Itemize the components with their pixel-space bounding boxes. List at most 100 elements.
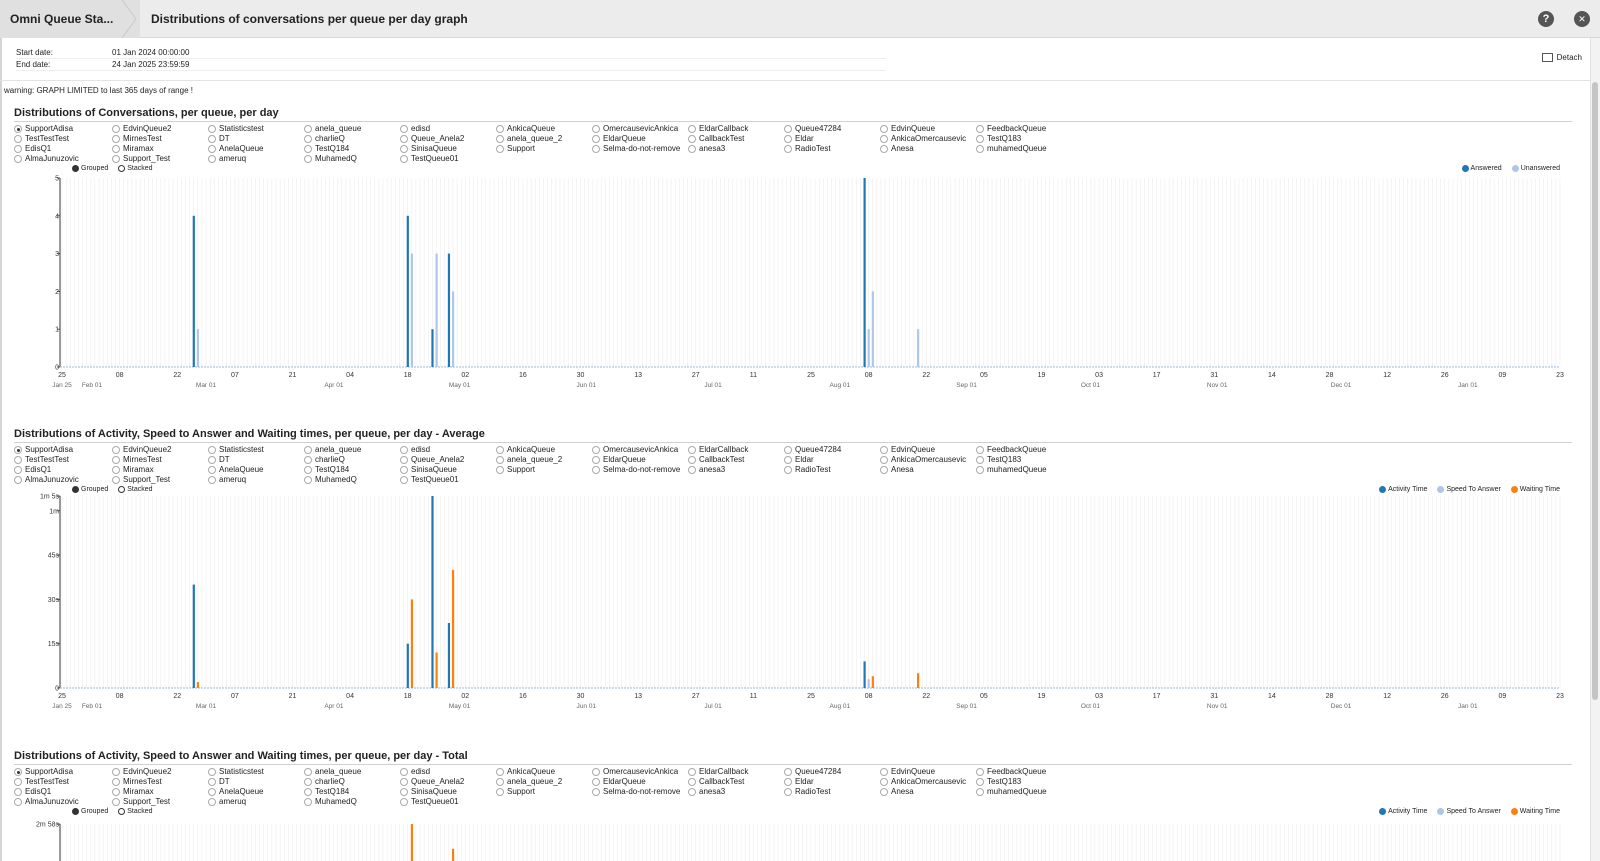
queue-option[interactable]: Queue47284 [784, 767, 841, 777]
queue-option[interactable]: AnkicaOmercausevic [880, 455, 966, 465]
radio-icon[interactable] [112, 788, 120, 796]
radio-icon[interactable] [976, 125, 984, 133]
queue-option[interactable]: DT [208, 134, 230, 144]
radio-icon[interactable] [496, 466, 504, 474]
radio-icon[interactable] [112, 768, 120, 776]
queue-option[interactable]: ameruq [208, 797, 246, 807]
queue-option[interactable]: EldarCallback [688, 767, 748, 777]
queue-option[interactable]: AlmaJunuzovic [14, 797, 79, 807]
queue-option[interactable]: FeedbackQueue [976, 124, 1046, 134]
radio-icon[interactable] [592, 768, 600, 776]
radio-icon[interactable] [592, 446, 600, 454]
radio-icon[interactable] [400, 788, 408, 796]
queue-option[interactable]: TestQ183 [976, 134, 1021, 144]
queue-option[interactable]: MuhamedQ [304, 475, 357, 485]
queue-option[interactable]: charlieQ [304, 455, 345, 465]
radio-icon[interactable] [976, 778, 984, 786]
radio-icon[interactable] [784, 135, 792, 143]
queue-option[interactable]: EdisQ1 [14, 787, 51, 797]
queue-option[interactable]: RadioTest [784, 144, 831, 154]
radio-icon[interactable] [880, 768, 888, 776]
radio-icon[interactable] [688, 456, 696, 464]
queue-option[interactable]: TestQ184 [304, 465, 349, 475]
queue-option[interactable]: EdvinQueue [880, 445, 935, 455]
radio-icon[interactable] [976, 135, 984, 143]
queue-option[interactable]: Queue47284 [784, 445, 841, 455]
queue-option[interactable]: FeedbackQueue [976, 445, 1046, 455]
queue-option[interactable]: AnelaQueue [208, 465, 263, 475]
radio-icon[interactable] [400, 135, 408, 143]
queue-option[interactable]: SinisaQueue [400, 465, 457, 475]
queue-option[interactable]: TestQueue01 [400, 154, 459, 164]
radio-icon[interactable] [304, 155, 312, 163]
radio-icon[interactable] [208, 155, 216, 163]
radio-icon[interactable] [592, 788, 600, 796]
radio-icon[interactable] [592, 125, 600, 133]
queue-option[interactable]: Support_Test [112, 797, 170, 807]
queue-option[interactable]: SupportAdisa [14, 445, 73, 455]
queue-option[interactable]: SinisaQueue [400, 144, 457, 154]
radio-icon[interactable] [112, 778, 120, 786]
queue-option[interactable]: AlmaJunuzovic [14, 154, 79, 164]
queue-option[interactable]: OmercausevicAnkica [592, 767, 678, 777]
radio-icon[interactable] [208, 145, 216, 153]
radio-icon[interactable] [400, 456, 408, 464]
radio-icon[interactable] [112, 135, 120, 143]
queue-option[interactable]: anesa3 [688, 144, 725, 154]
radio-icon[interactable] [208, 788, 216, 796]
radio-icon[interactable] [304, 778, 312, 786]
radio-icon[interactable] [496, 788, 504, 796]
queue-option[interactable]: anela_queue_2 [496, 134, 562, 144]
radio-icon[interactable] [208, 476, 216, 484]
queue-option[interactable]: Eldar [784, 455, 814, 465]
radio-icon[interactable] [880, 466, 888, 474]
radio-icon[interactable] [880, 788, 888, 796]
radio-icon[interactable] [208, 798, 216, 806]
radio-icon[interactable] [112, 145, 120, 153]
queue-option[interactable]: charlieQ [304, 134, 345, 144]
queue-option[interactable]: Selma-do-not-remove [592, 465, 680, 475]
radio-icon[interactable] [208, 446, 216, 454]
radio-icon[interactable] [976, 768, 984, 776]
radio-icon[interactable] [208, 135, 216, 143]
radio-icon[interactable] [14, 155, 22, 163]
queue-option[interactable]: anela_queue_2 [496, 455, 562, 465]
queue-option[interactable]: muhamedQueue [976, 787, 1047, 797]
queue-option[interactable]: Support [496, 787, 535, 797]
radio-icon[interactable] [14, 145, 22, 153]
queue-option[interactable]: MuhamedQ [304, 154, 357, 164]
queue-option[interactable]: EdisQ1 [14, 465, 51, 475]
radio-icon[interactable] [72, 486, 79, 493]
close-icon[interactable]: ✕ [1574, 11, 1590, 27]
radio-icon[interactable] [304, 798, 312, 806]
radio-icon[interactable] [592, 145, 600, 153]
radio-icon[interactable] [784, 145, 792, 153]
radio-icon[interactable] [688, 446, 696, 454]
queue-option[interactable]: EldarCallback [688, 445, 748, 455]
queue-option[interactable]: CallbackTest [688, 134, 744, 144]
queue-option[interactable]: SupportAdisa [14, 767, 73, 777]
radio-icon[interactable] [118, 808, 126, 815]
queue-option[interactable]: anesa3 [688, 787, 725, 797]
radio-icon[interactable] [118, 165, 126, 172]
radio-icon[interactable] [880, 456, 888, 464]
radio-icon[interactable] [400, 446, 408, 454]
queue-option[interactable]: anela_queue_2 [496, 777, 562, 787]
queue-option[interactable]: EdvinQueue2 [112, 124, 171, 134]
scrollbar-thumb[interactable] [1592, 82, 1598, 700]
queue-option[interactable]: OmercausevicAnkica [592, 124, 678, 134]
radio-icon[interactable] [880, 446, 888, 454]
radio-icon[interactable] [304, 768, 312, 776]
radio-icon[interactable] [880, 778, 888, 786]
queue-option[interactable]: Statisticstest [208, 124, 264, 134]
radio-icon[interactable] [496, 446, 504, 454]
queue-option[interactable]: EldarQueue [592, 455, 646, 465]
radio-icon[interactable] [304, 466, 312, 474]
radio-icon[interactable] [976, 145, 984, 153]
radio-icon[interactable] [784, 125, 792, 133]
radio-icon[interactable] [496, 145, 504, 153]
queue-option[interactable]: Support [496, 465, 535, 475]
queue-option[interactable]: AnkicaQueue [496, 767, 555, 777]
radio-icon[interactable] [400, 798, 408, 806]
radio-icon[interactable] [976, 456, 984, 464]
